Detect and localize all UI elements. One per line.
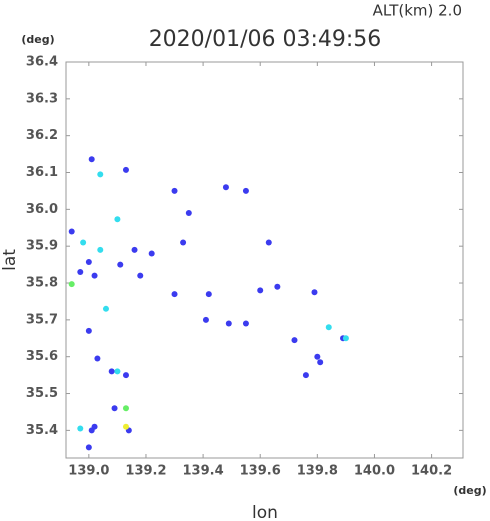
echo-point xyxy=(314,353,321,360)
echo-point xyxy=(242,187,249,194)
echo-point xyxy=(117,261,124,268)
echo-point xyxy=(122,372,129,379)
y-tick-label: 36.0 xyxy=(26,202,58,217)
x-tick-label: 139.8 xyxy=(297,464,338,479)
x-axis-label: lon xyxy=(252,503,278,521)
echo-point xyxy=(205,291,212,298)
y-axis-label: lat xyxy=(0,249,20,271)
y-tick-label: 35.8 xyxy=(26,276,58,291)
echo-point xyxy=(202,316,209,323)
echo-point xyxy=(291,337,298,344)
echo-point xyxy=(222,184,229,191)
y-tick-label: 36.3 xyxy=(26,91,58,106)
echo-point xyxy=(91,423,98,430)
echo-point xyxy=(114,216,121,223)
echo-point xyxy=(342,335,349,342)
echo-point xyxy=(94,355,101,362)
echo-point xyxy=(317,359,324,366)
y-tick-label: 35.5 xyxy=(26,386,58,401)
echo-point xyxy=(171,187,178,194)
echo-point xyxy=(302,372,309,379)
x-tick-label: 139.4 xyxy=(183,464,224,479)
echo-point xyxy=(68,228,75,235)
echo-point xyxy=(131,246,138,253)
echo-point xyxy=(91,272,98,279)
echo-point xyxy=(88,156,95,163)
y-tick-label: 36.1 xyxy=(26,165,58,180)
echo-point xyxy=(225,320,232,327)
echo-point xyxy=(122,405,129,412)
chart-title: 2020/01/06 03:49:56 xyxy=(149,27,382,52)
echo-point xyxy=(171,291,178,298)
echo-point xyxy=(265,239,272,246)
echo-point xyxy=(325,324,332,331)
echo-point xyxy=(85,327,92,334)
y-tick-label: 35.6 xyxy=(26,349,58,364)
echo-point xyxy=(122,166,129,173)
echo-point xyxy=(242,320,249,327)
echo-point xyxy=(111,405,118,412)
x-tick-label: 140.0 xyxy=(354,464,395,479)
echo-point xyxy=(108,368,115,375)
echo-point xyxy=(311,289,318,296)
echo-point xyxy=(85,259,92,266)
echo-point xyxy=(257,287,264,294)
y-tick-label: 36.4 xyxy=(26,55,58,70)
echo-point xyxy=(68,281,75,288)
echo-point xyxy=(122,423,129,430)
echo-point xyxy=(77,268,84,275)
y-tick-label: 35.4 xyxy=(26,423,58,438)
echo-point xyxy=(102,305,109,312)
echo-point xyxy=(85,444,92,451)
echo-point xyxy=(114,368,121,375)
x-tick-label: 140.2 xyxy=(411,464,452,479)
echo-point xyxy=(97,171,104,178)
y-unit: (deg) xyxy=(21,33,54,46)
echo-point xyxy=(180,239,187,246)
plot-frame xyxy=(65,61,464,459)
echo-point xyxy=(148,250,155,257)
x-unit: (deg) xyxy=(453,484,486,497)
echo-point xyxy=(185,210,192,217)
echo-point xyxy=(77,425,84,432)
x-tick-label: 139.0 xyxy=(68,464,109,479)
y-tick-label: 36.2 xyxy=(26,128,58,143)
echo-point xyxy=(80,239,87,246)
echo-point xyxy=(97,246,104,253)
echo-point xyxy=(274,283,281,290)
x-tick-label: 139.6 xyxy=(240,464,281,479)
altitude-label: ALT(km) 2.0 xyxy=(373,2,462,20)
x-tick-label: 139.2 xyxy=(125,464,166,479)
y-tick-label: 35.9 xyxy=(26,239,58,254)
y-tick-label: 35.7 xyxy=(26,312,58,327)
echo-point xyxy=(137,272,144,279)
